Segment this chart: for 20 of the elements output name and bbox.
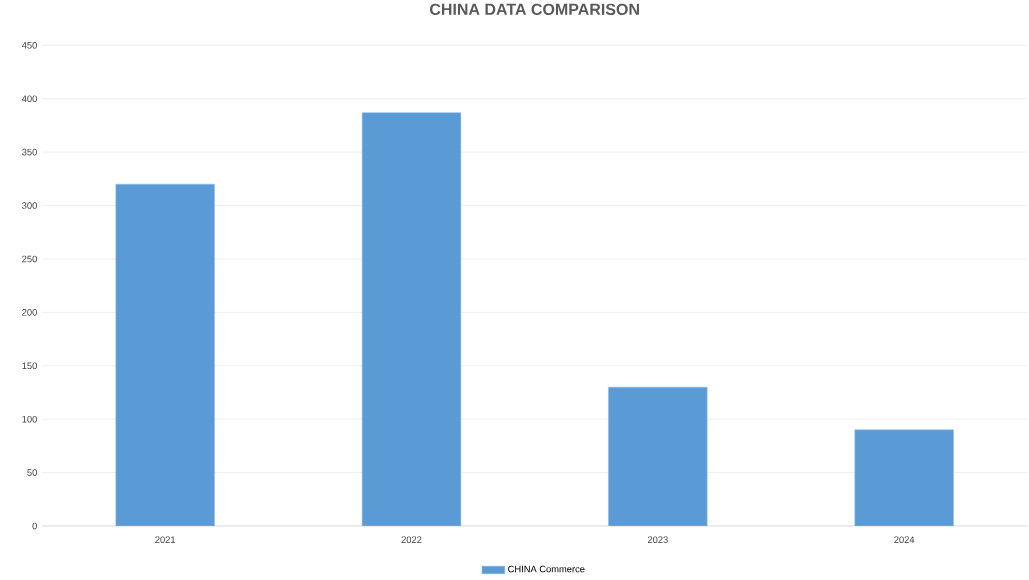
y-tick-label: 300: [22, 202, 37, 209]
bar: [854, 429, 954, 526]
bar: [115, 183, 215, 526]
y-tick-label: 150: [22, 362, 37, 370]
y-tick-label: 250: [22, 255, 37, 263]
y-tick-label: 0: [32, 522, 37, 530]
y-tick-label: 200: [22, 309, 37, 316]
y-tick-label: 450: [21, 42, 37, 49]
bar: [361, 112, 462, 526]
legend-label: CHINA Commerce: [508, 565, 585, 573]
x-tick-label: 2024: [894, 536, 915, 543]
y-tick-label: 400: [21, 95, 37, 103]
y-tick-label: 350: [22, 148, 37, 156]
chart-title: CHINA DATA COMPARISON: [429, 3, 639, 15]
x-tick-label: 2021: [155, 536, 176, 543]
x-tick-label: 2023: [647, 536, 668, 543]
bar: [608, 386, 708, 526]
x-tick-label: 2022: [401, 536, 422, 543]
y-tick-label: 50: [27, 469, 37, 476]
y-tick-label: 100: [22, 415, 37, 423]
